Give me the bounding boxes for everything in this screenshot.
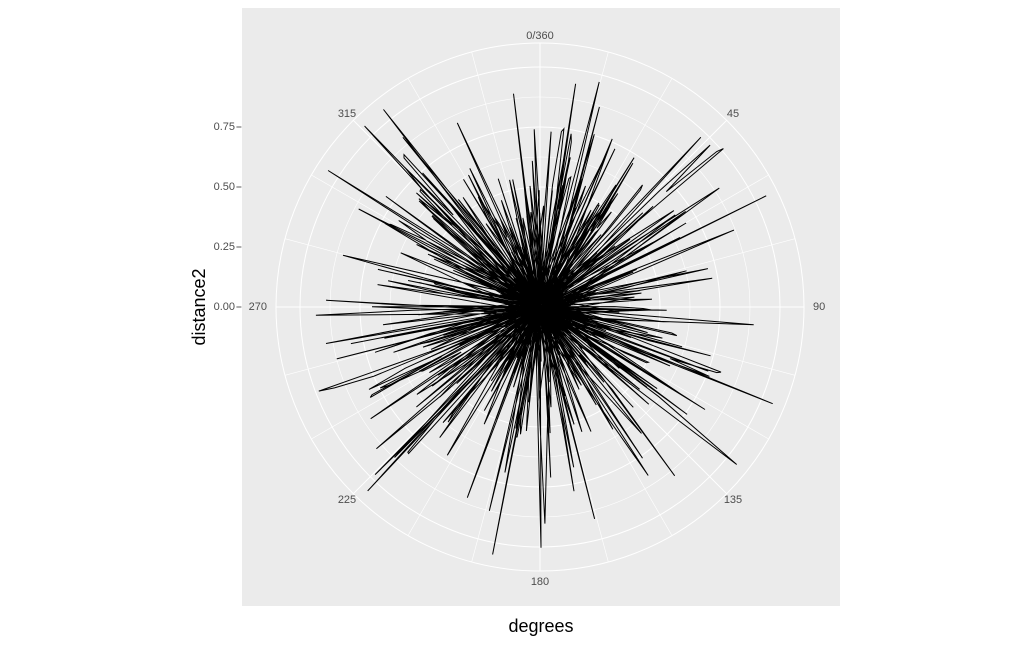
svg-text:270: 270	[249, 301, 267, 313]
svg-text:0.50: 0.50	[214, 181, 235, 193]
svg-text:0.00: 0.00	[214, 301, 235, 313]
svg-text:90: 90	[813, 301, 825, 313]
svg-text:225: 225	[338, 494, 356, 506]
svg-text:135: 135	[724, 494, 742, 506]
svg-text:0/360: 0/360	[526, 30, 554, 42]
svg-text:0.75: 0.75	[214, 121, 235, 133]
svg-text:distance2: distance2	[189, 268, 209, 345]
svg-text:45: 45	[727, 108, 739, 120]
svg-text:degrees: degrees	[508, 616, 573, 636]
svg-text:0.25: 0.25	[214, 241, 235, 253]
svg-text:180: 180	[531, 576, 549, 588]
svg-text:315: 315	[338, 108, 356, 120]
